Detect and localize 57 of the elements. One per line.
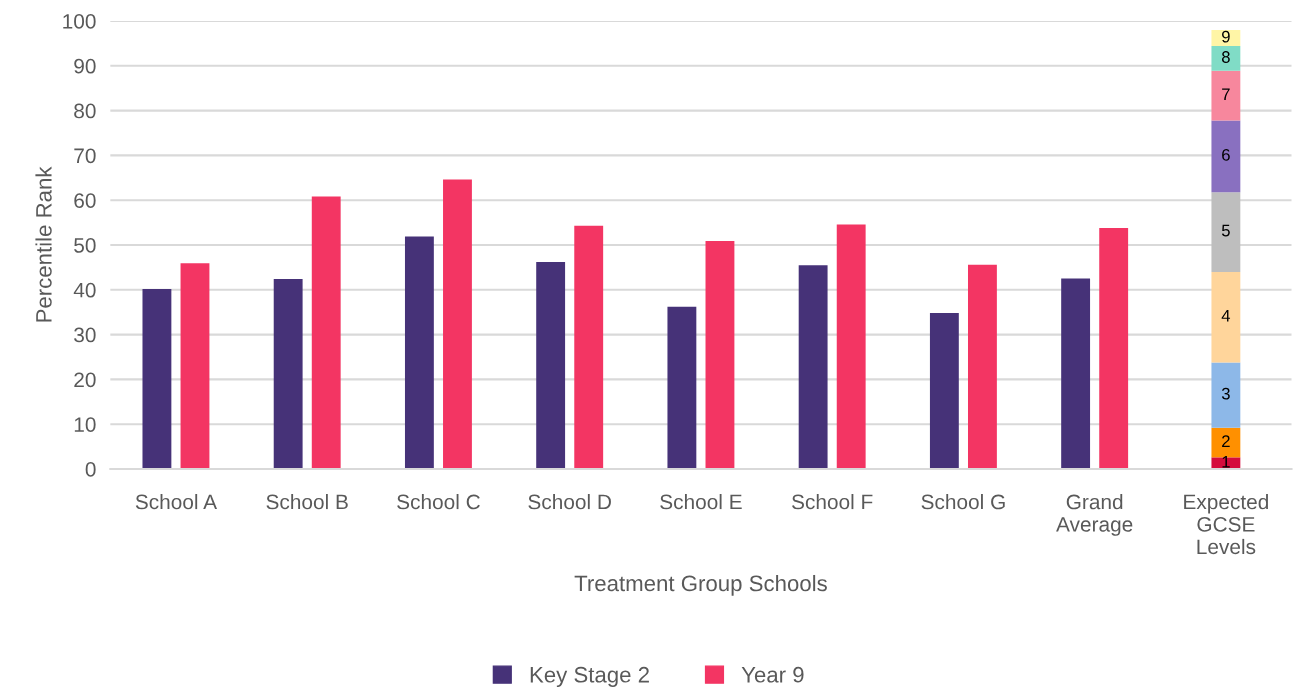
y-tick-label: 70 xyxy=(74,148,96,164)
bar xyxy=(273,279,303,469)
bar xyxy=(1211,70,1241,121)
x-tick-label: School A xyxy=(135,494,218,510)
bar xyxy=(1211,427,1241,458)
bar xyxy=(798,265,828,469)
series-label: 4 xyxy=(1221,309,1231,322)
bar xyxy=(180,263,210,469)
x-tick-label: School D xyxy=(528,494,611,510)
bar xyxy=(705,240,735,469)
bar xyxy=(1061,278,1091,469)
legend-label: Key Stage 2 xyxy=(530,666,649,687)
bar xyxy=(536,262,566,469)
bar xyxy=(667,306,697,469)
bar xyxy=(1211,29,1241,47)
series-label: 7 xyxy=(1222,88,1230,100)
y-tick-label: 50 xyxy=(74,238,96,253)
bar xyxy=(311,196,341,469)
x-tick-label: School E xyxy=(660,494,742,510)
bar xyxy=(404,236,434,469)
y-tick-label: 30 xyxy=(74,327,96,343)
series-label: 1 xyxy=(1222,456,1230,468)
x-tick-label: School B xyxy=(266,494,348,510)
bar xyxy=(968,264,997,469)
y-axis-title: Percentile Rank xyxy=(35,166,52,322)
y-tick-label: 60 xyxy=(74,193,96,208)
x-axis-title: Treatment Group Schools xyxy=(574,574,827,596)
bar xyxy=(1211,362,1241,428)
bar xyxy=(1211,46,1241,71)
y-tick-label: 40 xyxy=(73,282,96,298)
x-tick-label: Expected GCSE Levels xyxy=(1184,494,1268,555)
x-tick-label: Grand Average xyxy=(1056,494,1133,536)
bar xyxy=(929,313,959,469)
bar xyxy=(836,224,866,469)
bar xyxy=(1211,271,1241,363)
bar xyxy=(1211,120,1241,193)
series-label: 2 xyxy=(1222,435,1230,447)
series-label: 6 xyxy=(1222,148,1230,161)
x-tick-label: School F xyxy=(792,494,873,510)
x-tick-label: School C xyxy=(397,494,480,510)
bar xyxy=(574,225,604,469)
series-label: 3 xyxy=(1221,387,1230,400)
y-tick-label: 100 xyxy=(63,14,96,29)
bar xyxy=(443,179,472,469)
x-tick-label: School G xyxy=(921,494,1005,510)
series-label: 8 xyxy=(1221,51,1230,63)
y-tick-label: 80 xyxy=(74,103,96,119)
bar xyxy=(1099,227,1129,469)
series-label: 5 xyxy=(1221,224,1230,237)
series-label: 9 xyxy=(1222,30,1230,43)
legend-label: Year 9 xyxy=(741,666,804,683)
bar xyxy=(142,288,172,469)
y-tick-label: 10 xyxy=(74,417,96,432)
y-tick-label: 90 xyxy=(74,58,96,74)
y-tick-label: 0 xyxy=(85,462,96,477)
y-tick-label: 20 xyxy=(74,372,96,388)
bar xyxy=(1211,192,1241,272)
